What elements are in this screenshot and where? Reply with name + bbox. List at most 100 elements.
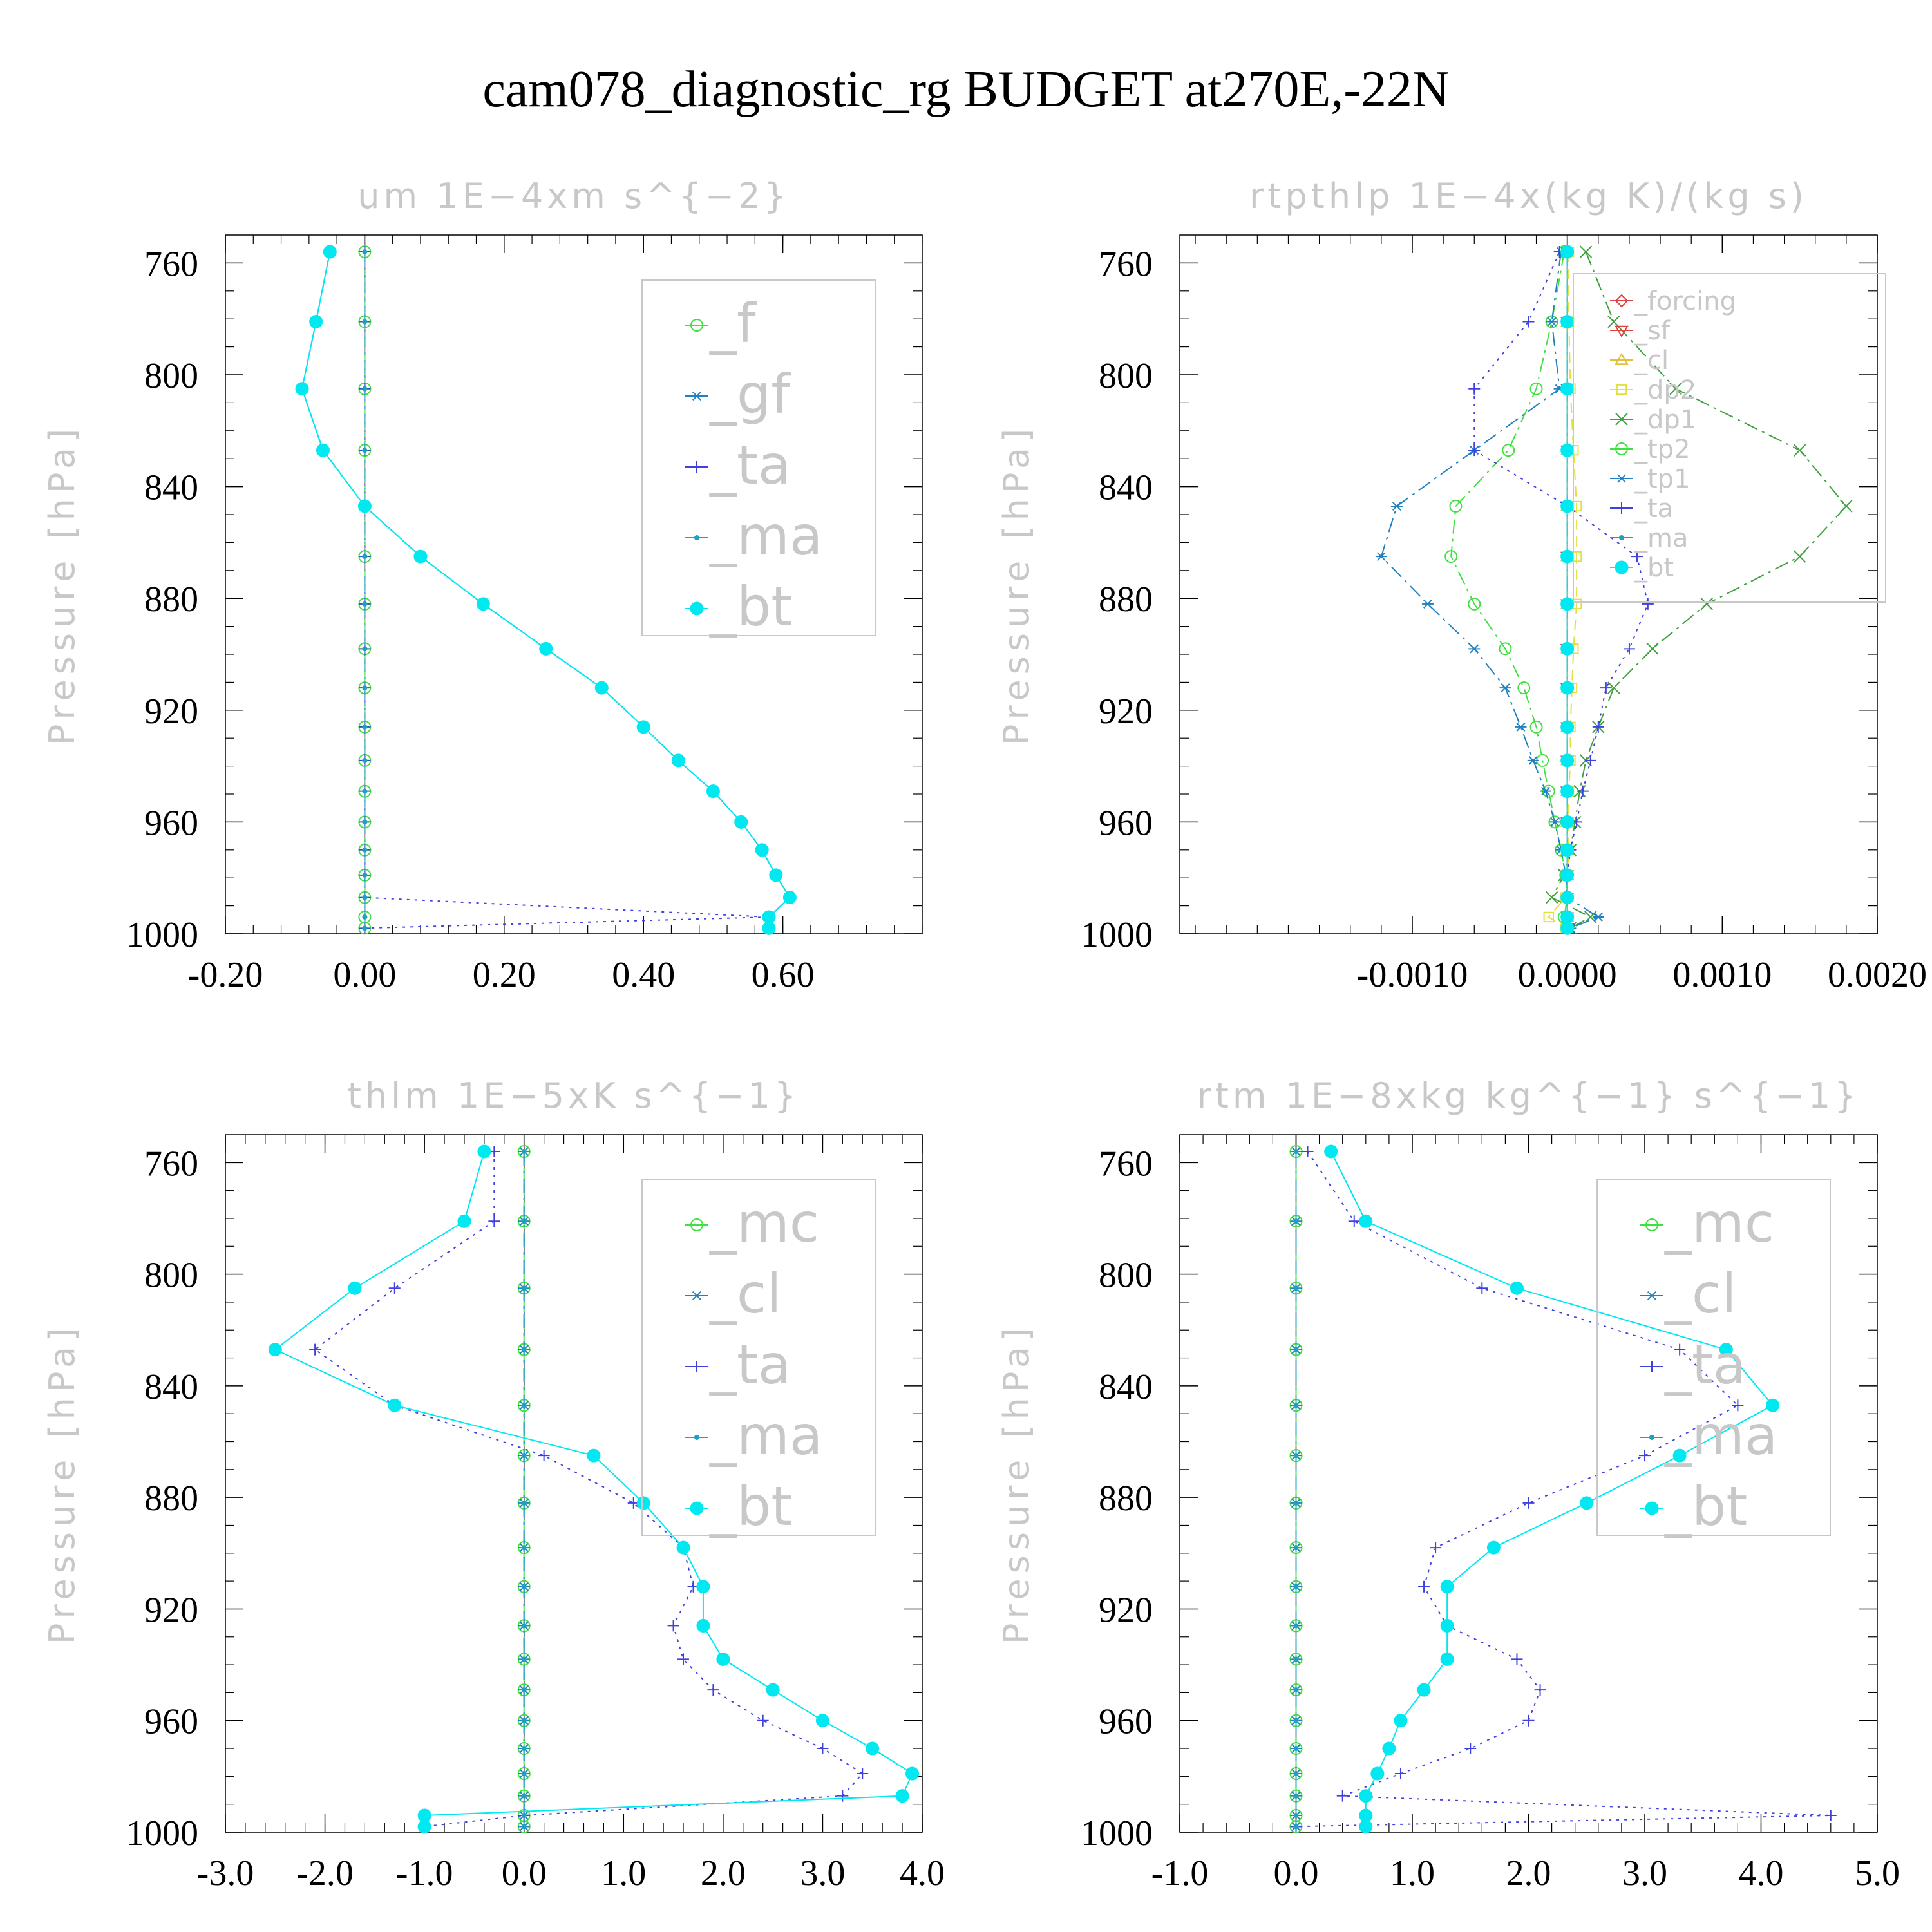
data-point	[677, 1653, 690, 1665]
data-point	[1394, 1768, 1406, 1780]
data-point	[362, 757, 368, 763]
data-point	[477, 1144, 491, 1159]
x-tick-label: 0.20	[473, 955, 536, 995]
x-tick-label: 4.0	[900, 1853, 945, 1893]
data-point	[1302, 1145, 1314, 1157]
data-point	[521, 1813, 527, 1819]
data-point	[905, 1766, 920, 1781]
data-point	[636, 720, 650, 734]
data-point	[1468, 644, 1481, 654]
data-point	[1293, 1403, 1299, 1408]
data-point	[755, 843, 769, 857]
data-point	[757, 1714, 769, 1727]
y-tick-label: 840	[1099, 468, 1153, 508]
data-point	[521, 1771, 527, 1777]
data-point	[362, 646, 368, 652]
y-tick-label: 840	[1099, 1367, 1153, 1407]
panel-4: rtm 1E−8xkg kg^{−1} s^{−1} Pressure [hPa]…	[996, 1075, 1900, 1893]
data-point	[1293, 1218, 1299, 1224]
data-point	[417, 1819, 431, 1833]
data-point	[1560, 891, 1575, 905]
data-point	[1560, 753, 1575, 768]
data-point	[1793, 550, 1806, 563]
figure-title: cam078_diagnostic_rg BUDGET at270E,-22N	[482, 61, 1449, 118]
data-point	[1642, 598, 1654, 610]
legend-label: _ta	[709, 1333, 791, 1396]
y-axis-label: Pressure [hPa]	[42, 1323, 82, 1644]
data-point	[457, 1214, 471, 1228]
data-point	[1293, 1687, 1299, 1693]
data-point	[1359, 1789, 1373, 1803]
data-point	[1560, 784, 1575, 799]
series-line	[1296, 1151, 1831, 1828]
data-point	[1530, 382, 1543, 395]
data-point	[1530, 720, 1543, 734]
data-point	[1293, 1285, 1299, 1291]
x-tick-label: 0.0010	[1672, 955, 1772, 995]
data-point	[636, 1496, 650, 1510]
data-point	[782, 891, 797, 905]
legend-label: _bt	[1634, 553, 1674, 583]
legend-label: _bt	[1664, 1475, 1747, 1538]
data-point	[671, 753, 685, 768]
y-tick-label: 760	[144, 244, 198, 284]
legend-label: _ma	[1634, 524, 1688, 553]
y-tick-label: 800	[144, 1256, 198, 1296]
x-tick-label: 3.0	[1622, 1853, 1667, 1893]
data-point	[857, 1768, 869, 1780]
panel-3: thlm 1E−5xK s^{−1} Pressure [hPa] -3.0 -2.0…	[42, 1075, 945, 1893]
data-point	[1293, 1656, 1299, 1662]
legend: _forcing_sf_cl_dp2_dp1_tp2_tp1_ta_ma_bt	[1573, 273, 1886, 603]
data-point	[362, 601, 368, 607]
data-point	[1468, 597, 1481, 611]
data-point	[309, 315, 323, 329]
series-ta	[309, 1145, 869, 1833]
data-point	[1534, 1684, 1546, 1696]
y-tick-label: 800	[1099, 356, 1153, 396]
data-point	[413, 549, 428, 564]
data-point	[1359, 1819, 1373, 1833]
legend-label: _ma	[709, 504, 822, 567]
data-point	[815, 1714, 829, 1728]
data-point	[362, 685, 368, 691]
data-point	[1348, 1215, 1360, 1227]
data-point	[1502, 444, 1515, 457]
x-tick-label: 2.0	[1506, 1853, 1551, 1893]
data-point	[521, 1718, 527, 1723]
data-point	[1560, 382, 1575, 396]
data-point	[1293, 1771, 1299, 1777]
legend-marker	[1615, 294, 1629, 308]
y-tick-label: 760	[1099, 1144, 1153, 1184]
data-point	[707, 1684, 719, 1696]
x-tick-label: 3.0	[800, 1853, 845, 1893]
legend-marker	[1615, 353, 1629, 365]
data-point	[1418, 1580, 1430, 1593]
data-point	[362, 249, 368, 255]
x-tick-label: -2.0	[296, 1853, 354, 1893]
plot-frame	[1179, 234, 1878, 934]
legend-label: _bt	[709, 575, 792, 638]
data-point	[295, 382, 309, 396]
legend-label: _tp1	[1634, 464, 1690, 494]
data-point	[1359, 1214, 1373, 1228]
data-point	[1499, 683, 1511, 693]
data-point	[1560, 843, 1575, 857]
data-point	[1511, 1653, 1523, 1665]
data-point	[362, 895, 368, 900]
data-point	[357, 499, 372, 513]
legend-label: _mc	[709, 1191, 819, 1255]
data-point	[1631, 551, 1643, 563]
y-tick-label: 920	[144, 692, 198, 732]
data-point	[1549, 817, 1561, 827]
data-point	[521, 1824, 527, 1830]
x-tick-label: 0.0020	[1828, 955, 1927, 995]
legend-label: _ta	[1634, 494, 1673, 524]
data-point	[268, 1343, 282, 1357]
data-point	[1293, 1453, 1299, 1459]
data-point	[1394, 1714, 1408, 1728]
data-point	[1719, 1343, 1733, 1357]
data-point	[734, 815, 748, 829]
data-point	[837, 1790, 849, 1802]
x-tick-label: -1.0	[1151, 1853, 1209, 1893]
data-point	[1560, 641, 1575, 656]
